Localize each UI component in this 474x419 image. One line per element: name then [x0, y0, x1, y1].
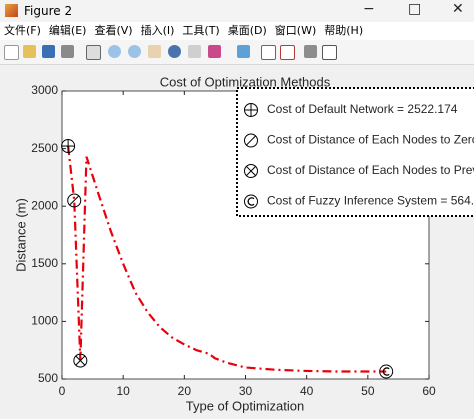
menu-item[interactable]: 工具(T): [182, 24, 220, 37]
marker-stroke: [69, 195, 80, 206]
legend-symbol: [244, 164, 258, 178]
menu-item[interactable]: 文件(F): [4, 24, 41, 37]
marker-c: [247, 197, 255, 206]
y-tick-label: 500: [38, 371, 58, 385]
x-tick-label: 40: [300, 384, 314, 398]
legend-label: Cost of Distance of Each Nodes to Previo: [267, 163, 474, 177]
y-tick-label: 1500: [31, 256, 58, 270]
y-axis-label: Distance (m): [13, 198, 28, 272]
x-axis-label: Type of Optimization: [186, 398, 305, 413]
y-tick-label: 1000: [31, 314, 58, 328]
pan-icon[interactable]: [148, 45, 161, 58]
brush-icon[interactable]: [208, 45, 221, 58]
legend-symbol: [244, 103, 258, 117]
hide-tools-icon[interactable]: [304, 45, 317, 58]
data-line: [67, 145, 387, 373]
menu-item[interactable]: 编辑(E): [48, 24, 87, 37]
title-bar: Figure 2 − □ ✕: [0, 0, 474, 22]
y-tick-label: 2500: [31, 141, 58, 155]
x-tick-label: 20: [178, 384, 192, 398]
x-tick-label: 0: [59, 384, 66, 398]
legend-symbol: [244, 133, 258, 148]
data-marker: [67, 193, 82, 208]
menu-item[interactable]: 查看(V): [94, 24, 133, 37]
zoom-in-icon[interactable]: [108, 45, 121, 58]
x-tick-label: 10: [116, 384, 130, 398]
x-tick-label: 60: [422, 384, 436, 398]
datacursor-icon[interactable]: [188, 45, 201, 58]
y-tick-label: 2000: [31, 198, 58, 212]
marker-stroke: [246, 166, 256, 176]
x-tick-label: 50: [361, 384, 375, 398]
toolbar: [0, 40, 474, 65]
legend-box: [236, 87, 474, 217]
minimize-button[interactable]: −: [363, 1, 375, 17]
legend-label: Cost of Default Network = 2522.174: [267, 102, 458, 116]
zoom-out-icon[interactable]: [128, 45, 141, 58]
marker-ring: [244, 164, 258, 178]
menu-item[interactable]: 插入(I): [140, 24, 175, 37]
menu-item[interactable]: 帮助(H): [324, 24, 364, 37]
marker-ring: [67, 193, 82, 208]
close-button[interactable]: ✕: [452, 1, 464, 17]
menu-bar: 文件(F) 编辑(E) 查看(V) 插入(I) 工具(T) 桌面(D) 窗口(W) 帮助(H): [0, 22, 474, 40]
new-icon[interactable]: [4, 45, 19, 60]
print-icon[interactable]: [61, 45, 74, 58]
show-tools-icon[interactable]: [322, 45, 337, 60]
marker-stroke: [75, 355, 86, 366]
chart-title: Cost of Optimization Methods: [160, 74, 331, 89]
pointer-icon[interactable]: [86, 45, 101, 60]
marker-ring: [244, 133, 258, 148]
menu-item[interactable]: 桌面(D): [227, 24, 267, 37]
legend-symbol: [244, 194, 258, 209]
app-icon: [5, 4, 18, 17]
maximize-button[interactable]: □: [408, 1, 422, 17]
marker-ring: [73, 353, 88, 368]
rotate-icon[interactable]: [168, 45, 181, 58]
open-icon[interactable]: [23, 45, 36, 58]
link-icon[interactable]: [237, 45, 250, 58]
menu-item[interactable]: 窗口(W): [274, 24, 317, 37]
data-marker: [73, 353, 88, 368]
data-marker: [379, 364, 394, 379]
legend-icon[interactable]: [280, 45, 295, 60]
save-icon[interactable]: [42, 45, 55, 58]
y-tick-label: 3000: [31, 83, 58, 97]
marker-c: [382, 367, 390, 376]
legend-label: Cost of Distance of Each Nodes to Zero =: [267, 133, 474, 147]
marker-ring: [379, 364, 394, 379]
data-marker: [61, 139, 76, 154]
marker-ring: [244, 194, 258, 209]
window-title: Figure 2: [24, 4, 73, 18]
legend-label: Cost of Fuzzy Inference System = 564.76: [267, 194, 474, 208]
x-tick-label: 30: [239, 384, 253, 398]
marker-stroke: [246, 135, 256, 146]
colorbar-icon[interactable]: [261, 45, 276, 60]
